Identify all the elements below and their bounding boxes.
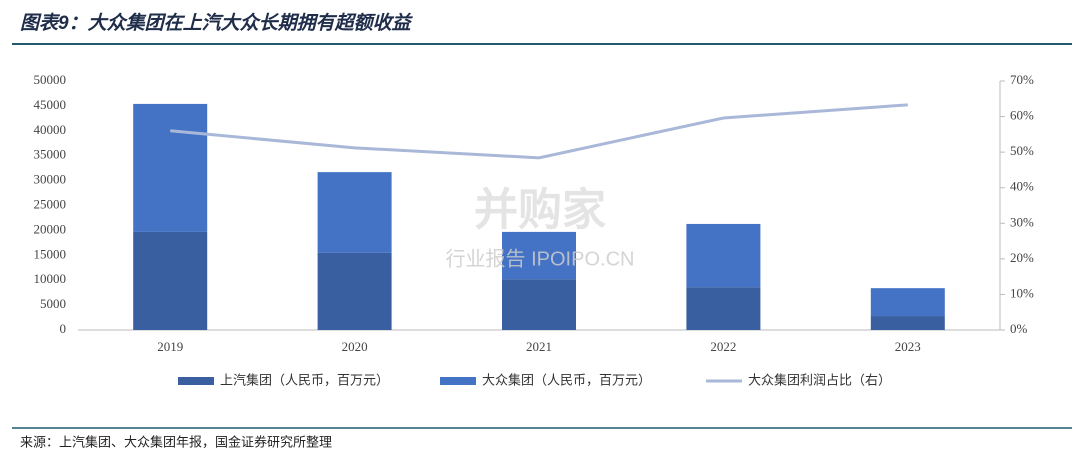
bar-segment <box>502 279 576 330</box>
chart-title: 图表9：大众集团在上汽大众长期拥有超额收益 <box>20 12 414 34</box>
y-tick-label: 35000 <box>34 147 67 162</box>
watermark-site: 行业报告 IPOIPO.CN <box>446 247 635 270</box>
y-tick-label: 5000 <box>40 296 66 311</box>
x-tick-label: 2022 <box>710 339 736 354</box>
y-tick-label: 10000 <box>34 271 67 286</box>
y2-tick-label: 50% <box>1010 143 1034 158</box>
bar-segment <box>133 103 208 232</box>
y-tick-label: 40000 <box>34 122 67 137</box>
watermark-brand: 并购家 <box>474 186 606 235</box>
legend-label: 大众集团（人民币，百万元） <box>482 372 651 387</box>
y-tick-label: 25000 <box>34 196 67 211</box>
y-tick-label: 45000 <box>34 97 67 112</box>
legend-swatch <box>440 377 476 385</box>
x-tick-label: 2019 <box>157 339 183 354</box>
source-note: 来源：上汽集团、大众集团年报，国金证券研究所整理 <box>20 434 332 449</box>
y-tick-label: 0 <box>60 321 67 336</box>
x-tick-label: 2023 <box>895 339 921 354</box>
legend-label: 大众集团利润占比（右） <box>748 372 891 387</box>
x-tick-label: 2021 <box>526 339 552 354</box>
y2-tick-label: 0% <box>1010 321 1028 336</box>
x-tick-label: 2020 <box>342 339 368 354</box>
y2-tick-label: 60% <box>1010 108 1034 123</box>
bar-segment <box>133 231 208 330</box>
y-tick-label: 50000 <box>34 72 67 87</box>
y2-tick-label: 10% <box>1010 285 1034 300</box>
bar-segment <box>870 316 945 330</box>
y2-tick-label: 70% <box>1010 72 1034 87</box>
bar-segment <box>870 288 945 317</box>
y2-tick-label: 20% <box>1010 250 1034 265</box>
bar-segment <box>686 223 761 288</box>
legend-label: 上汽集团（人民币，百万元） <box>220 372 389 387</box>
y2-tick-label: 40% <box>1010 179 1034 194</box>
line-series <box>170 103 908 160</box>
bar-segment <box>317 172 392 253</box>
bar-segment <box>502 231 576 280</box>
y2-tick-label: 30% <box>1010 214 1034 229</box>
y-tick-label: 15000 <box>34 246 67 261</box>
legend-swatch <box>178 377 214 385</box>
bar-segment <box>686 287 761 330</box>
bar-segment <box>317 252 392 330</box>
y-tick-label: 30000 <box>34 172 67 187</box>
y-tick-label: 20000 <box>34 221 67 236</box>
